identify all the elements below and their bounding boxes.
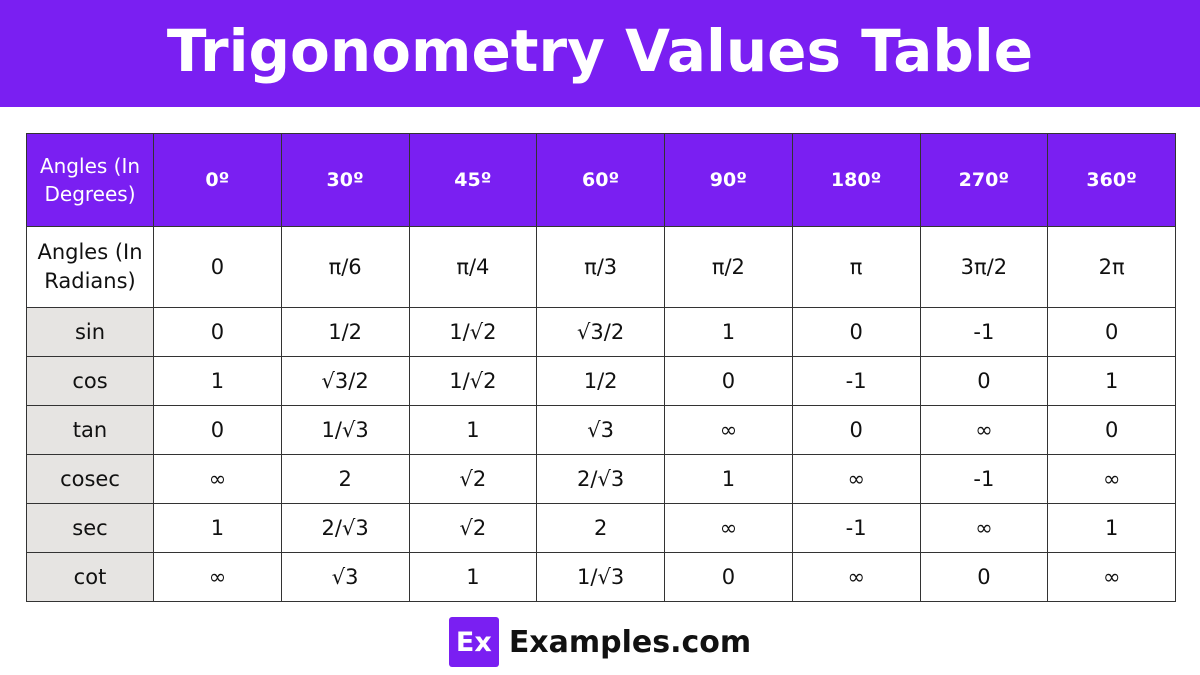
degree-cell: 180º <box>791 133 921 227</box>
degree-cell: 60º <box>536 133 665 227</box>
value-cell: 2/√3 <box>536 454 665 504</box>
value-cell: ∞ <box>1047 454 1176 504</box>
value-cell: 1 <box>153 356 282 406</box>
value-cell: 1/2 <box>280 307 410 357</box>
value-cell: 1/√2 <box>408 307 538 357</box>
title-banner: Trigonometry Values Table <box>0 0 1200 107</box>
value-cell: 1 <box>664 454 793 504</box>
value-cell: √2 <box>408 503 538 553</box>
value-cell: -1 <box>919 454 1049 504</box>
value-cell: 2 <box>536 503 665 553</box>
value-cell: 1 <box>1047 356 1176 406</box>
value-cell: 1 <box>664 307 793 357</box>
value-cell: -1 <box>919 307 1049 357</box>
value-cell: 1/√3 <box>536 552 665 602</box>
function-label: cosec <box>26 454 154 504</box>
value-cell: 0 <box>664 356 793 406</box>
radian-cell: π/3 <box>536 226 665 308</box>
radian-cell: π <box>791 226 921 308</box>
value-cell: ∞ <box>919 503 1049 553</box>
value-cell: √3 <box>280 552 410 602</box>
radians-row-label: Angles (In Radians) <box>26 226 154 308</box>
value-cell: √3/2 <box>280 356 410 406</box>
value-cell: 1 <box>153 503 282 553</box>
table-row: sec 1 2/√3 √2 2 ∞ -1 ∞ 1 <box>26 503 1176 553</box>
value-cell: 1 <box>408 552 538 602</box>
value-cell: ∞ <box>1047 552 1176 602</box>
function-label: cot <box>26 552 154 602</box>
degree-cell: 45º <box>408 133 538 227</box>
value-cell: ∞ <box>153 552 282 602</box>
function-label: cos <box>26 356 154 406</box>
value-cell: √3/2 <box>536 307 665 357</box>
value-cell: ∞ <box>791 454 921 504</box>
value-cell: 2/√3 <box>280 503 410 553</box>
function-label: tan <box>26 405 154 455</box>
brand-name: Examples.com <box>508 624 752 660</box>
value-cell: ∞ <box>153 454 282 504</box>
value-cell: 0 <box>919 552 1049 602</box>
footer-brand: Ex Examples.com <box>0 616 1200 668</box>
value-cell: 0 <box>791 307 921 357</box>
value-cell: -1 <box>791 503 921 553</box>
value-cell: √2 <box>408 454 538 504</box>
degrees-header-row: Angles (In Degrees) 0º 30º 45º 60º 90º 1… <box>26 133 1176 227</box>
function-label: sec <box>26 503 154 553</box>
value-cell: 1/√3 <box>280 405 410 455</box>
value-cell: 2 <box>280 454 410 504</box>
radian-cell: π/6 <box>280 226 410 308</box>
page-title: Trigonometry Values Table <box>166 16 1034 85</box>
value-cell: 0 <box>1047 307 1176 357</box>
degrees-row-label: Angles (In Degrees) <box>26 133 154 227</box>
value-cell: 0 <box>1047 405 1176 455</box>
degree-cell: 90º <box>664 133 793 227</box>
value-cell: 0 <box>791 405 921 455</box>
radians-row: Angles (In Radians) 0 π/6 π/4 π/3 π/2 π … <box>26 226 1176 308</box>
value-cell: ∞ <box>664 405 793 455</box>
radian-cell: 3π/2 <box>919 226 1049 308</box>
degree-cell: 270º <box>919 133 1049 227</box>
function-label: sin <box>26 307 154 357</box>
table-row: tan 0 1/√3 1 √3 ∞ 0 ∞ 0 <box>26 405 1176 455</box>
value-cell: ∞ <box>919 405 1049 455</box>
value-cell: 0 <box>153 405 282 455</box>
table-row: cot ∞ √3 1 1/√3 0 ∞ 0 ∞ <box>26 552 1176 602</box>
radian-cell: π/4 <box>408 226 538 308</box>
radian-cell: 2π <box>1047 226 1176 308</box>
value-cell: ∞ <box>664 503 793 553</box>
value-cell: 1/2 <box>536 356 665 406</box>
radian-cell: 0 <box>153 226 282 308</box>
value-cell: -1 <box>791 356 921 406</box>
value-cell: ∞ <box>791 552 921 602</box>
degree-cell: 0º <box>153 133 282 227</box>
value-cell: 0 <box>153 307 282 357</box>
examples-logo-icon: Ex <box>448 617 499 667</box>
value-cell: 1 <box>1047 503 1176 553</box>
table-row: cosec ∞ 2 √2 2/√3 1 ∞ -1 ∞ <box>26 454 1176 504</box>
degree-cell: 30º <box>280 133 410 227</box>
table-row: sin 0 1/2 1/√2 √3/2 1 0 -1 0 <box>26 307 1176 357</box>
value-cell: 1/√2 <box>408 356 538 406</box>
degree-cell: 360º <box>1047 133 1176 227</box>
value-cell: 0 <box>664 552 793 602</box>
radian-cell: π/2 <box>664 226 793 308</box>
value-cell: 1 <box>408 405 538 455</box>
trig-values-table: Angles (In Degrees) 0º 30º 45º 60º 90º 1… <box>26 133 1176 602</box>
table-row: cos 1 √3/2 1/√2 1/2 0 -1 0 1 <box>26 356 1176 406</box>
value-cell: 0 <box>919 356 1049 406</box>
value-cell: √3 <box>536 405 665 455</box>
